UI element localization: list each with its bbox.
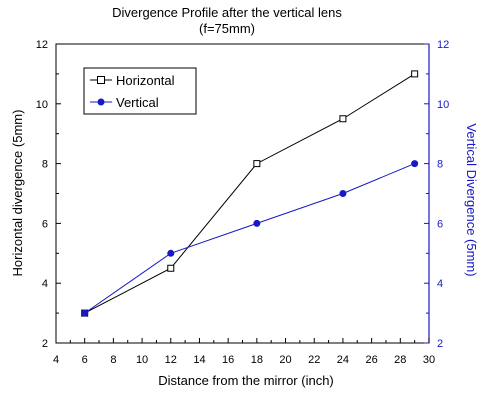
right-y-tick-label: 6 (437, 218, 443, 230)
right-y-axis: 2 4 6 8 10 12 (424, 39, 449, 350)
x-tick-label: 14 (193, 354, 205, 366)
left-y-tick-label: 12 (36, 39, 48, 51)
x-axis: 4 6 8 10 12 14 16 18 20 22 24 26 28 30 (53, 338, 435, 366)
x-tick-label: 16 (222, 354, 234, 366)
left-y-tick-label: 6 (42, 218, 48, 230)
data-point-vertical (81, 309, 89, 317)
data-point-vertical (167, 249, 175, 257)
x-tick-label: 24 (337, 354, 349, 366)
x-tick-label: 30 (423, 354, 435, 366)
data-point-vertical (411, 160, 419, 168)
legend-marker-vertical (97, 98, 105, 106)
chart-subtitle: (f=75mm) (199, 21, 255, 36)
data-point-horizontal (253, 160, 261, 168)
x-tick-label: 26 (365, 354, 377, 366)
left-y-tick-label: 8 (42, 159, 48, 171)
left-y-tick-label: 4 (42, 278, 48, 290)
data-point-vertical (339, 190, 347, 197)
x-axis-label: Distance from the mirror (inch) (158, 373, 334, 388)
legend-marker-horizontal (97, 76, 105, 84)
data-point-horizontal (339, 115, 347, 123)
right-y-tick-label: 12 (437, 39, 449, 51)
left-y-tick-label: 2 (42, 338, 48, 350)
right-y-tick-label: 2 (437, 338, 443, 350)
x-tick-label: 18 (251, 354, 263, 366)
legend-label-vertical: Vertical (116, 95, 159, 110)
data-point-horizontal (167, 264, 175, 272)
legend: Horizontal Vertical (83, 67, 197, 115)
x-tick-label: 20 (279, 354, 291, 366)
series-layer (81, 70, 419, 317)
chart-title: Divergence Profile after the vertical le… (112, 5, 342, 20)
x-tick-label: 28 (394, 354, 406, 366)
legend-label-horizontal: Horizontal (116, 73, 175, 88)
right-y-tick-label: 4 (437, 278, 443, 290)
right-y-tick-label: 8 (437, 159, 443, 171)
x-tick-label: 6 (82, 354, 88, 366)
x-tick-label: 10 (136, 354, 148, 366)
right-y-tick-label: 10 (437, 99, 449, 111)
left-y-tick-label: 10 (36, 99, 48, 111)
right-y-axis-label: Vertical Divergence (5mm) (464, 123, 479, 276)
left-y-axis-label: Horizontal divergence (5mm) (10, 110, 25, 277)
left-y-axis: 2 4 6 8 10 12 (36, 39, 61, 350)
x-tick-label: 12 (165, 354, 177, 366)
x-tick-label: 8 (110, 354, 116, 366)
x-tick-label: 4 (53, 354, 59, 366)
series-line-vertical (84, 163, 415, 314)
legend-box (83, 67, 197, 115)
data-point-vertical (253, 219, 261, 227)
x-tick-label: 22 (308, 354, 320, 366)
data-point-horizontal (411, 70, 419, 78)
